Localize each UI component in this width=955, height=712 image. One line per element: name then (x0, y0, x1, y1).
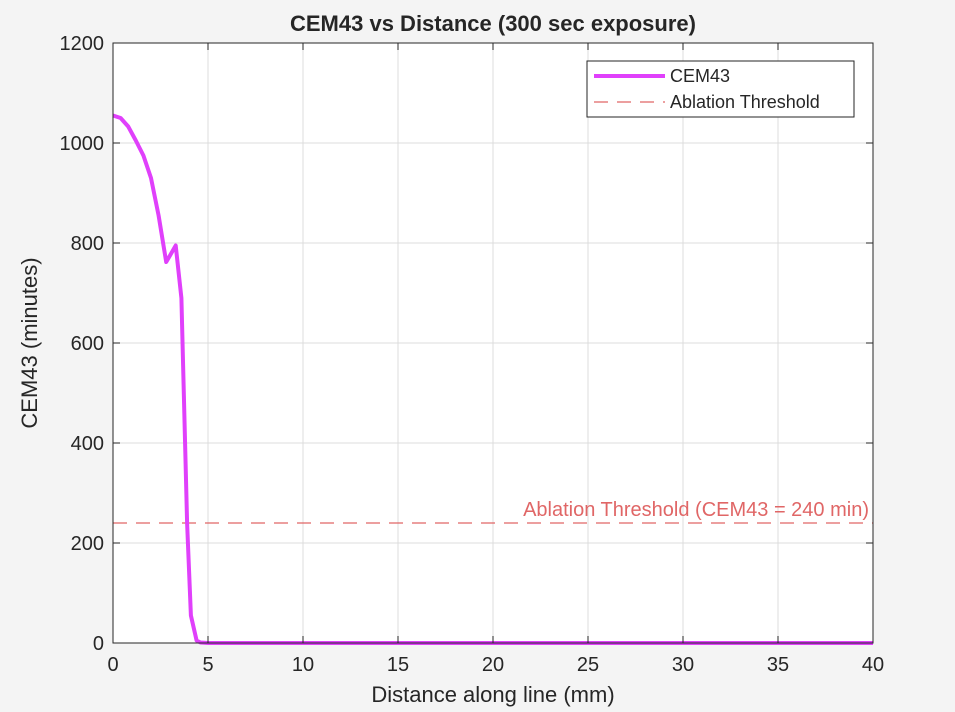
x-tick-label: 30 (672, 654, 694, 676)
ticks (112, 42, 874, 644)
legend-label-ablation-threshold: Ablation Threshold (670, 92, 820, 112)
chart-title: CEM43 vs Distance (300 sec exposure) (290, 11, 696, 36)
x-tick-label: 35 (767, 654, 789, 676)
x-tick-label: 15 (387, 654, 409, 676)
y-tick-label: 200 (71, 533, 104, 555)
y-tick-label: 800 (71, 233, 104, 255)
y-tick-label: 600 (71, 333, 104, 355)
x-axis-label: Distance along line (mm) (371, 682, 614, 707)
threshold-annotation: Ablation Threshold (CEM43 = 240 min) (523, 499, 869, 521)
legend: CEM43 Ablation Threshold (586, 60, 855, 118)
y-tick-label: 0 (93, 633, 104, 655)
x-tick-label: 20 (482, 654, 504, 676)
y-tick-label: 400 (71, 433, 104, 455)
x-tick-label: 0 (107, 654, 118, 676)
x-tick-label: 5 (202, 654, 213, 676)
y-tick-label: 1000 (60, 133, 105, 155)
grid (113, 43, 873, 643)
y-tick-label: 1200 (60, 33, 105, 55)
y-axis-label: CEM43 (minutes) (17, 257, 42, 428)
x-tick-label: 25 (577, 654, 599, 676)
legend-box (586, 60, 855, 118)
x-tick-label: 10 (292, 654, 314, 676)
x-tick-label: 40 (862, 654, 884, 676)
legend-label-cem43: CEM43 (670, 66, 730, 86)
